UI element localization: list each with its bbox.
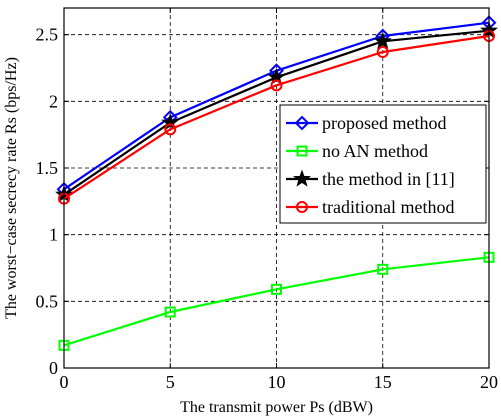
legend-entry-traditional-method: traditional method: [286, 197, 454, 217]
y-tick-label: 1: [49, 225, 58, 245]
x-tick-label: 15: [374, 372, 392, 392]
legend-entry-the-method-in-11: the method in [11]: [286, 169, 455, 189]
legend-entry-proposed-method: proposed method: [286, 113, 446, 133]
legend: proposed method no AN method the method in…: [279, 104, 487, 224]
data-point-no-an-method: [377, 263, 389, 275]
data-point-no-an-method: [164, 306, 176, 318]
y-axis-title: The worst−case secrecy rate Rs (bps/Hz): [3, 57, 20, 319]
y-tick-label: 2.5: [36, 25, 59, 45]
legend-label: the method in [11]: [322, 169, 455, 189]
series-traditional-method: [58, 30, 495, 205]
x-tick-label: 5: [166, 372, 175, 392]
legend-marker: [294, 115, 310, 131]
data-point-traditional-method: [376, 46, 389, 58]
ticks: 0 5 10 15 20 0 0.5 1 1.5 2 2.5: [36, 8, 498, 392]
legend-marker: [296, 145, 308, 157]
data-point-traditional-method: [164, 123, 177, 136]
y-tick-label: 0.5: [36, 291, 59, 311]
legend-label: traditional method: [322, 197, 454, 217]
y-tick-label: 2: [49, 91, 58, 111]
x-axis-title: The transmit power Ps (dBW): [180, 399, 373, 416]
legend-marker: [292, 169, 312, 187]
legend-label: proposed method: [322, 113, 446, 133]
x-tick-label: 20: [480, 372, 498, 392]
data-point-the-method-in-11: [161, 113, 180, 131]
y-tick-label: 0: [49, 358, 58, 378]
legend-entry-no-an-method: no AN method: [286, 141, 428, 161]
x-tick-label: 0: [60, 372, 69, 392]
series-line-no-an-method: [63, 256, 490, 347]
x-tick-label: 10: [268, 372, 286, 392]
legend-box: [279, 104, 487, 224]
data-point-traditional-method: [270, 79, 283, 92]
data-point-the-method-in-11: [373, 31, 392, 49]
series-line-traditional-method: [63, 34, 490, 200]
y-tick-label: 1.5: [36, 158, 59, 178]
data-point-no-an-method: [271, 283, 282, 295]
legend-marker: [296, 201, 308, 213]
legend-label: no AN method: [322, 141, 428, 161]
